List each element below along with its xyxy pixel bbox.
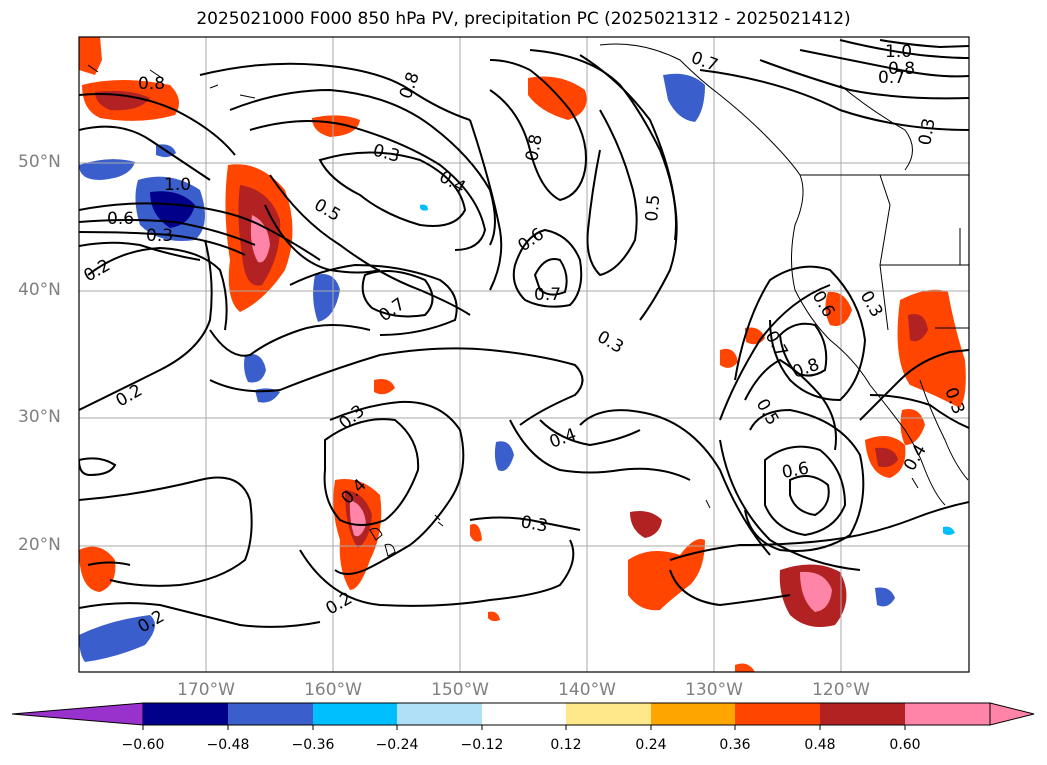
- colorbar-tick-label: 0.48: [804, 737, 836, 753]
- precip-positive-area: [720, 348, 738, 368]
- contour-label: 0.3: [146, 226, 173, 246]
- colorbar-segment: [482, 703, 566, 725]
- colorbar-segment: [820, 703, 905, 725]
- precip-positive-area: [825, 291, 852, 326]
- colorbar-tick-label: −0.60: [121, 737, 165, 753]
- precip-negative-area: [79, 615, 155, 662]
- precip-negative-area: [79, 159, 135, 180]
- lon-label-160w: 160°W: [304, 680, 362, 700]
- precip-negative-area: [875, 587, 895, 607]
- precip-positive-area: [374, 379, 395, 395]
- precip-positive-area: [908, 314, 928, 342]
- precip-positive-area: [800, 571, 832, 612]
- colorbar-tick-label: 0.12: [550, 737, 582, 753]
- precip-positive-area: [95, 90, 150, 111]
- lat-label-20n: 20°N: [18, 535, 61, 555]
- precip-negative-area: [313, 274, 340, 322]
- map-title: 2025021000 F000 850 hPa PV, precipitatio…: [196, 9, 851, 29]
- lon-label-170w: 170°W: [177, 680, 235, 700]
- colorbar-tick-label: 0.24: [635, 737, 667, 753]
- colorbar-segment: [905, 703, 990, 725]
- colorbar-segment: [397, 703, 482, 725]
- precip-positive-area: [735, 663, 755, 672]
- precip-positive-area: [528, 76, 587, 120]
- colorbar-tick-label: −0.24: [375, 737, 419, 753]
- colorbar: [11, 702, 1035, 730]
- precip-positive-area: [349, 500, 366, 537]
- pv-contours: [79, 39, 969, 628]
- contour-label: 0.2: [113, 380, 146, 411]
- contour-label: 1.0: [885, 42, 912, 62]
- precip-negative-area: [420, 204, 428, 211]
- colorbar-tick-label: −0.12: [460, 737, 504, 753]
- contour-label: 0.8: [138, 74, 165, 94]
- contour-label: 0.3: [915, 117, 939, 147]
- contour-label: 0.8: [790, 355, 822, 383]
- contour-label: 0.6: [514, 224, 548, 256]
- colorbar-extend-low: [11, 702, 144, 726]
- precip-positive-area: [79, 546, 116, 592]
- precip-positive-area: [900, 409, 925, 445]
- precip-positive-area: [250, 215, 270, 263]
- precip-positive-area: [470, 524, 482, 542]
- lon-label-150w: 150°W: [431, 680, 489, 700]
- contour-label: 1.0: [164, 175, 191, 195]
- contour-label: 0.8: [888, 59, 915, 79]
- colorbar-tick-label: −0.36: [291, 737, 335, 753]
- colorbar-tick-label: −0.48: [206, 737, 250, 753]
- contour-label: 0.3: [594, 327, 627, 358]
- contour-label: 0.3: [519, 512, 549, 536]
- contour-label: 0.5: [752, 396, 783, 429]
- colorbar-segment: [735, 703, 820, 725]
- precip-positive-area: [628, 539, 705, 611]
- colorbar-segment: [143, 703, 228, 725]
- lat-label-30n: 30°N: [18, 407, 61, 427]
- lat-label-40n: 40°N: [18, 280, 61, 300]
- contour-label: 0.7: [534, 285, 561, 305]
- precip-negative-area: [494, 441, 514, 471]
- precip-positive-area: [79, 37, 102, 75]
- colorbar-segment: [651, 703, 735, 725]
- contour-label: 0.3: [335, 401, 369, 434]
- colorbar-extend-high: [989, 702, 1035, 726]
- lat-label-50n: 50°N: [18, 152, 61, 172]
- contour-label: 0.2: [81, 255, 114, 286]
- contour-label: 0.2: [323, 588, 356, 619]
- precip-negative-area: [943, 526, 955, 535]
- lon-label-120w: 120°W: [812, 680, 870, 700]
- precip-positive-area: [488, 611, 500, 622]
- contour-label: 0.7: [375, 294, 409, 326]
- precip-fill-layer: [79, 37, 966, 672]
- precip-positive-area: [630, 511, 662, 538]
- lon-label-130w: 130°W: [685, 680, 743, 700]
- lon-label-140w: 140°W: [558, 680, 616, 700]
- precip-negative-area: [663, 73, 705, 122]
- precip-positive-area: [875, 447, 898, 468]
- colorbar-segment: [228, 703, 313, 725]
- colorbar-tick-label: 0.36: [719, 737, 751, 753]
- colorbar-tick-label: 0.60: [889, 737, 921, 753]
- contour-label: 0.8: [522, 133, 546, 163]
- contour-label: 0.5: [642, 194, 664, 223]
- precip-negative-area: [150, 191, 195, 228]
- contour-label: 0.6: [107, 209, 134, 229]
- contour-label: 0.6: [780, 459, 810, 483]
- colorbar-segment: [313, 703, 397, 725]
- contour-label: 0.7: [878, 68, 905, 88]
- map-frame: [78, 36, 970, 673]
- colorbar-segment: [566, 703, 651, 725]
- graticule: [79, 37, 969, 672]
- contour-label: 0.5: [311, 195, 344, 226]
- precip-negative-area: [244, 354, 266, 383]
- coastline: [87, 43, 969, 506]
